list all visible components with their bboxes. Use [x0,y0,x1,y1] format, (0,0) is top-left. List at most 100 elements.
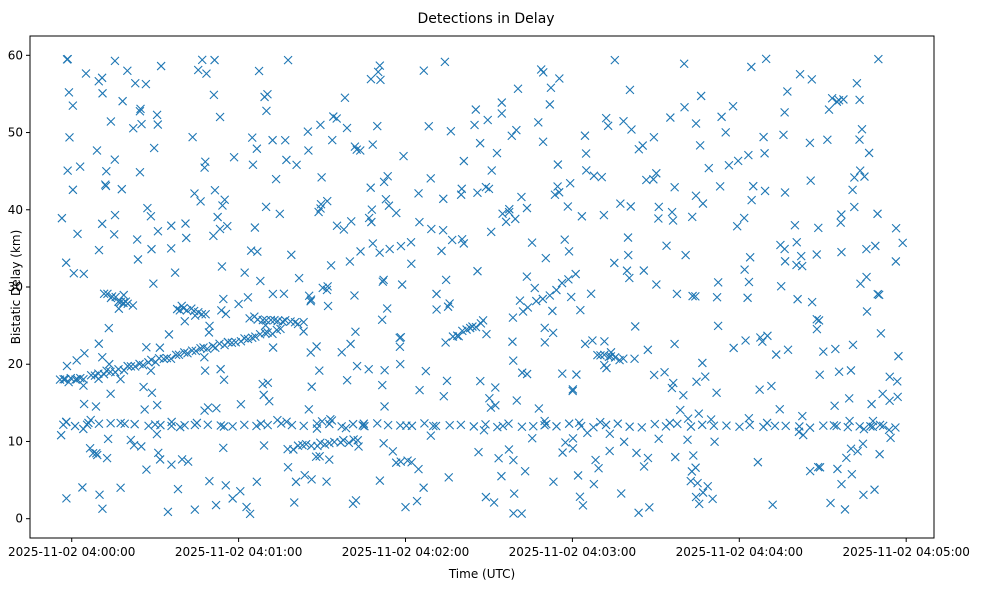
detection-point [713,278,723,287]
detection-point [110,56,120,66]
detection-point [456,190,466,200]
detection-point [201,309,211,319]
detection-point [812,324,822,334]
detection-point [561,438,570,447]
detection-point [166,221,176,231]
detection-point [805,138,815,148]
detection-point [150,420,160,429]
detection-point [322,196,332,206]
detection-point [796,251,806,261]
detection-point [282,417,291,427]
detection-point [348,419,358,429]
detection-point [280,315,290,325]
detection-point [670,339,679,349]
detection-point [721,127,731,137]
detection-point [106,389,116,399]
detection-point [379,177,389,187]
detection-point [504,419,513,429]
detection-point [141,79,151,89]
detection-point [812,314,822,324]
detection-point [553,182,562,191]
detection-point [536,65,546,74]
detection-point [538,137,548,147]
detection-point [279,289,289,299]
detection-point [205,476,214,486]
detection-point [360,421,369,431]
detection-point [424,121,434,131]
x-tick-label: 2025-11-02 04:02:00 [342,545,469,559]
detection-point [260,92,269,102]
detection-point [638,141,648,150]
detection-point [116,374,125,384]
detection-point [219,375,229,385]
detection-point [317,416,327,426]
detection-point [589,479,599,489]
detection-point [771,350,781,359]
detection-point [391,458,401,468]
detection-point [174,350,184,360]
detection-point [344,438,354,448]
detection-point [236,399,246,409]
detection-point [68,185,78,195]
detection-point [471,322,481,332]
detection-point [797,411,807,421]
detection-point [591,455,600,465]
detection-point [179,348,189,357]
detection-point [558,448,567,457]
detection-point [568,433,578,443]
detection-point [132,235,142,244]
detection-point [187,346,197,356]
detection-point [235,486,245,496]
detection-point [216,305,226,315]
detection-point [755,333,765,342]
detection-point [641,175,651,185]
detection-point [815,462,825,472]
detection-point [728,101,738,111]
detection-point [527,433,537,443]
detection-point [323,301,333,311]
detection-point [456,420,466,430]
detection-point [299,317,308,327]
detection-point [130,362,140,371]
detection-point [170,268,180,278]
detection-point [118,96,128,106]
chart-title: Detections in Delay [417,11,554,27]
detection-point [848,340,858,350]
detection-point [62,361,72,371]
detection-point [64,87,74,97]
detection-point [327,135,337,145]
detection-point [406,237,416,247]
detection-point [263,328,273,337]
y-tick-label: 0 [15,512,23,526]
detection-point [688,291,697,301]
detection-point [866,421,875,431]
detection-point [504,204,514,214]
detection-point [128,123,138,133]
detection-point [884,425,894,435]
detection-point [849,173,859,182]
detection-point [891,257,901,266]
detection-point [781,421,791,431]
detection-point [596,351,605,360]
detection-point [870,241,880,251]
detection-point [653,214,663,223]
detection-point [878,421,888,431]
detection-point [855,421,865,431]
detection-point [382,304,392,313]
detection-point [891,423,900,432]
x-tick-label: 2025-11-02 04:00:00 [8,545,135,559]
detection-point [293,319,303,329]
detection-point [79,399,89,409]
detection-point [247,133,257,143]
detection-point [552,285,561,295]
detection-point [91,448,101,458]
detection-point [196,197,205,206]
detection-point [805,466,815,476]
detection-point [473,188,482,198]
detection-point [286,250,296,260]
detection-point [299,327,308,336]
detection-point [208,231,218,241]
detection-point [78,424,88,434]
detection-point [167,417,177,427]
detection-point [885,372,895,382]
